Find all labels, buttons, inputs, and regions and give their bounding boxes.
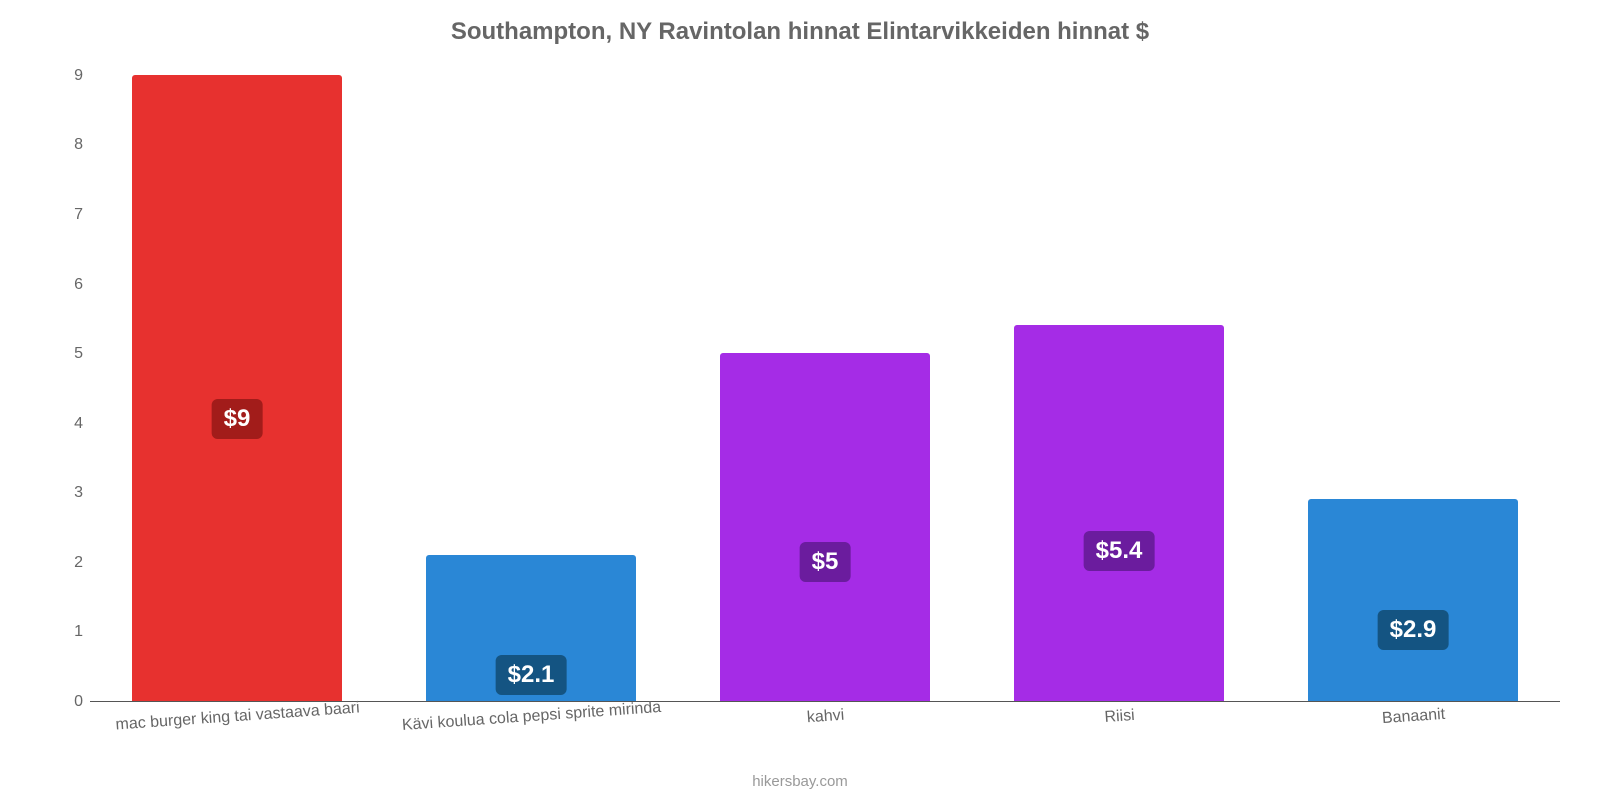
price-bar-chart: Southampton, NY Ravintolan hinnat Elinta… <box>0 0 1600 800</box>
y-tick-label: 9 <box>23 67 83 85</box>
bar: $9 <box>132 75 342 701</box>
y-tick-label: 1 <box>23 623 83 641</box>
y-tick-label: 0 <box>23 693 83 711</box>
y-tick-label: 5 <box>23 345 83 363</box>
x-axis-labels: mac burger king tai vastaava baariKävi k… <box>90 708 1560 726</box>
bar: $5.4 <box>1014 325 1224 701</box>
bar-slot: $9 <box>90 75 384 701</box>
chart-title: Southampton, NY Ravintolan hinnat Elinta… <box>0 0 1600 46</box>
bar: $5 <box>720 353 930 701</box>
y-tick-label: 3 <box>23 484 83 502</box>
bar-slot: $5 <box>678 353 972 701</box>
value-badge: $2.9 <box>1378 610 1449 650</box>
value-badge: $2.1 <box>496 655 567 695</box>
x-axis-label: Kävi koulua cola pepsi sprite mirinda <box>384 698 679 736</box>
x-axis-label: Riisi <box>972 698 1267 736</box>
bar-slot: $2.1 <box>384 555 678 701</box>
value-badge: $9 <box>212 399 263 439</box>
x-axis-label: kahvi <box>678 698 973 736</box>
y-tick-label: 2 <box>23 554 83 572</box>
bar: $2.9 <box>1308 499 1518 701</box>
value-badge: $5.4 <box>1084 531 1155 571</box>
y-tick-label: 8 <box>23 136 83 154</box>
bars-row: $9 $2.1 $5 $5.4 $2.9 <box>90 62 1560 701</box>
y-tick-label: 7 <box>23 206 83 224</box>
x-axis-label: mac burger king tai vastaava baari <box>90 698 385 736</box>
value-badge: $5 <box>800 542 851 582</box>
bar: $2.1 <box>426 555 636 701</box>
y-tick-label: 6 <box>23 276 83 294</box>
bar-slot: $5.4 <box>972 325 1266 701</box>
attribution-text: hikersbay.com <box>0 773 1600 790</box>
bar-slot: $2.9 <box>1266 499 1560 701</box>
plot-area: $9 $2.1 $5 $5.4 $2.9 <box>90 62 1560 702</box>
y-tick-label: 4 <box>23 415 83 433</box>
x-axis-label: Banaanit <box>1266 698 1561 736</box>
